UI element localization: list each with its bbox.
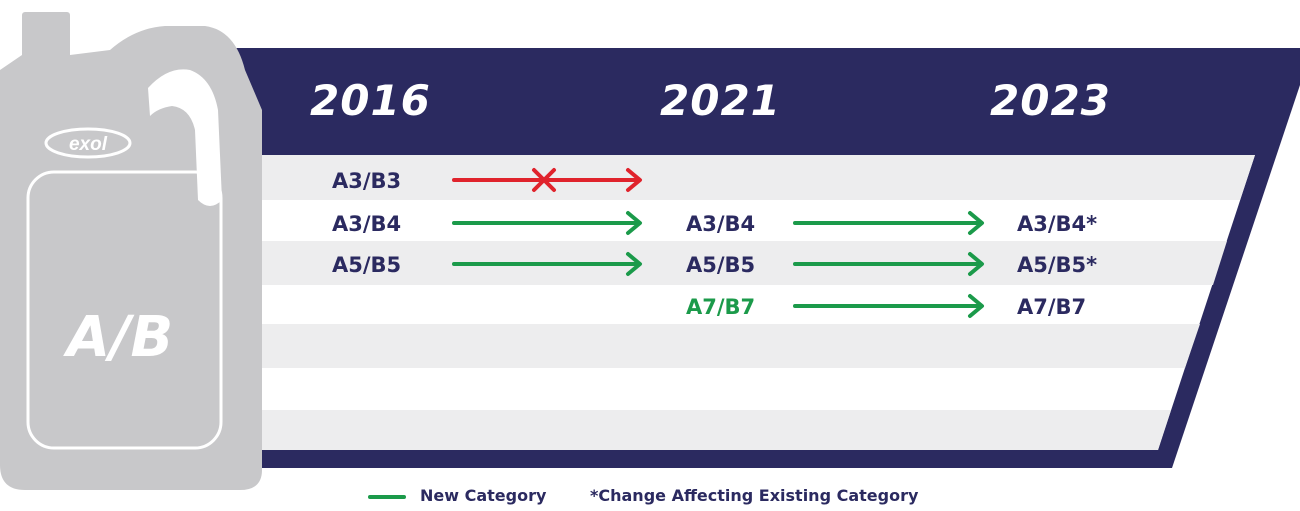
- jug-cap: [22, 12, 70, 46]
- row-3-arrow-2021-2023-head: [968, 252, 984, 276]
- row-4-2021-label-new: A7/B7: [686, 295, 756, 319]
- row-3-arrow-2016-2021-head: [626, 252, 642, 276]
- row-stripe: [215, 410, 1171, 450]
- row-3-2021-label: A5/B5: [686, 253, 756, 277]
- row-stripe: [215, 324, 1200, 368]
- row-stripe: [215, 241, 1227, 285]
- row-2-2016-label: A3/B4: [332, 212, 402, 236]
- oil-jug-icon: exol A/B: [0, 12, 262, 490]
- discontinued-cross-icon: [532, 168, 556, 192]
- year-2023-heading: 2023: [990, 76, 1111, 125]
- row-2-2021-label: A3/B4: [686, 212, 756, 236]
- row-3-2016-label: A5/B5: [332, 253, 402, 277]
- row-1-2016-label: A3/B3: [332, 169, 402, 193]
- exol-logo-text: exol: [69, 134, 108, 155]
- table-panel: [215, 155, 1255, 450]
- jug-label-text: A/B: [63, 305, 173, 370]
- row-4-arrow-2021-2023-head: [968, 294, 984, 318]
- row-stripe: [215, 155, 1255, 200]
- legend-new-category: New Category: [420, 486, 547, 505]
- row-2-2023-label: A3/B4*: [1017, 212, 1098, 236]
- row-1-arrow-2016-2021-head: [626, 168, 642, 192]
- row-3-2023-label: A5/B5*: [1017, 253, 1098, 277]
- jug-label-panel: [26, 170, 223, 450]
- row-4-2023-label: A7/B7: [1017, 295, 1087, 319]
- jug-body: [0, 20, 262, 490]
- year-2021-heading: 2021: [660, 76, 781, 125]
- arrows-layer: [452, 168, 984, 318]
- year-2016-heading: 2016: [310, 76, 431, 125]
- legend-change-note: *Change Affecting Existing Category: [590, 486, 919, 505]
- row-2-arrow-2021-2023-head: [968, 211, 984, 235]
- legend-green-line: [368, 495, 406, 499]
- exol-logo-oval: [44, 127, 132, 159]
- row-2-arrow-2016-2021-head: [626, 211, 642, 235]
